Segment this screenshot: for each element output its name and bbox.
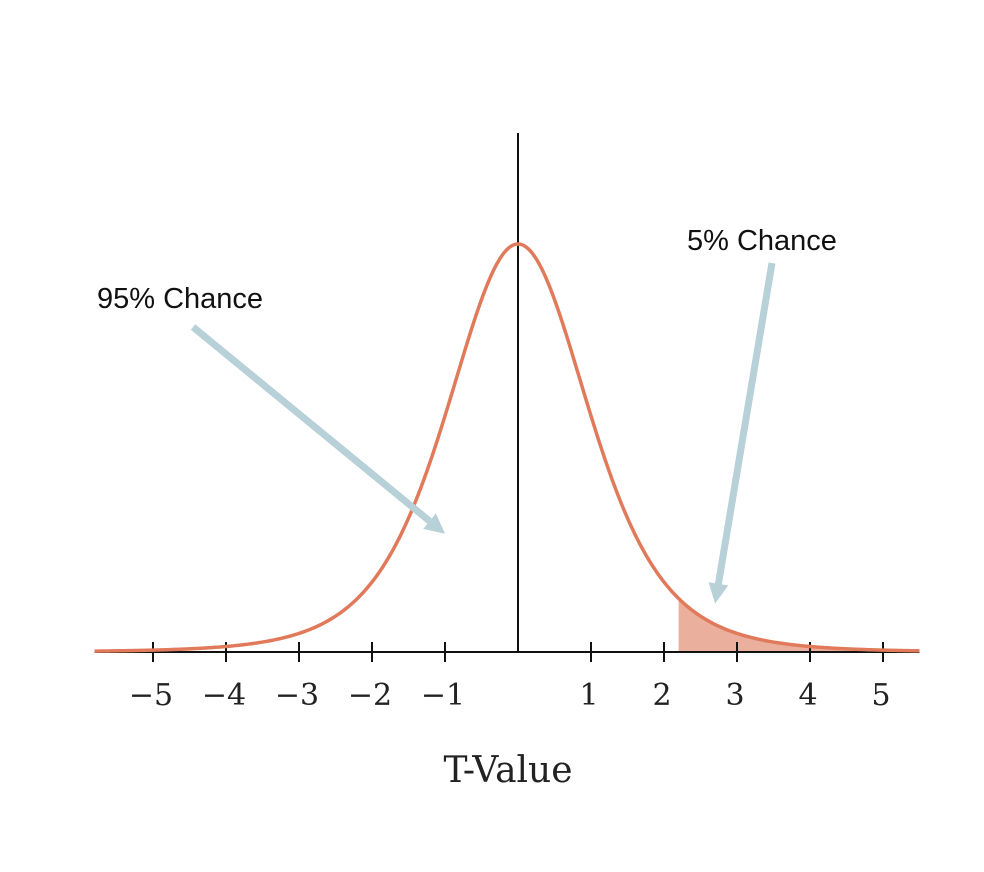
x-tick-label: −3 — [275, 678, 319, 713]
annotation-label: 95% Chance — [97, 283, 263, 315]
annotation-label: 5% Chance — [687, 225, 837, 257]
x-tick-label: −5 — [129, 678, 173, 713]
x-tick-label: −1 — [421, 678, 465, 713]
x-tick-label: 2 — [652, 678, 671, 713]
x-tick-label: −4 — [202, 678, 246, 713]
x-tick-label: 4 — [798, 678, 817, 713]
annotation-arrow-head — [708, 582, 729, 604]
annotation-arrow-shaft — [190, 324, 432, 524]
x-tick-label: 1 — [579, 678, 598, 713]
x-axis-label: T-Value — [443, 750, 572, 791]
annotation-arrow-head — [423, 513, 445, 534]
x-tick-label: 5 — [871, 678, 890, 713]
annotation-arrow-shaft — [714, 262, 776, 585]
shaded-tail-region — [678, 598, 920, 652]
x-tick-label: 3 — [725, 678, 744, 713]
density-curve — [94, 242, 920, 653]
x-tick-label: −2 — [348, 678, 392, 713]
